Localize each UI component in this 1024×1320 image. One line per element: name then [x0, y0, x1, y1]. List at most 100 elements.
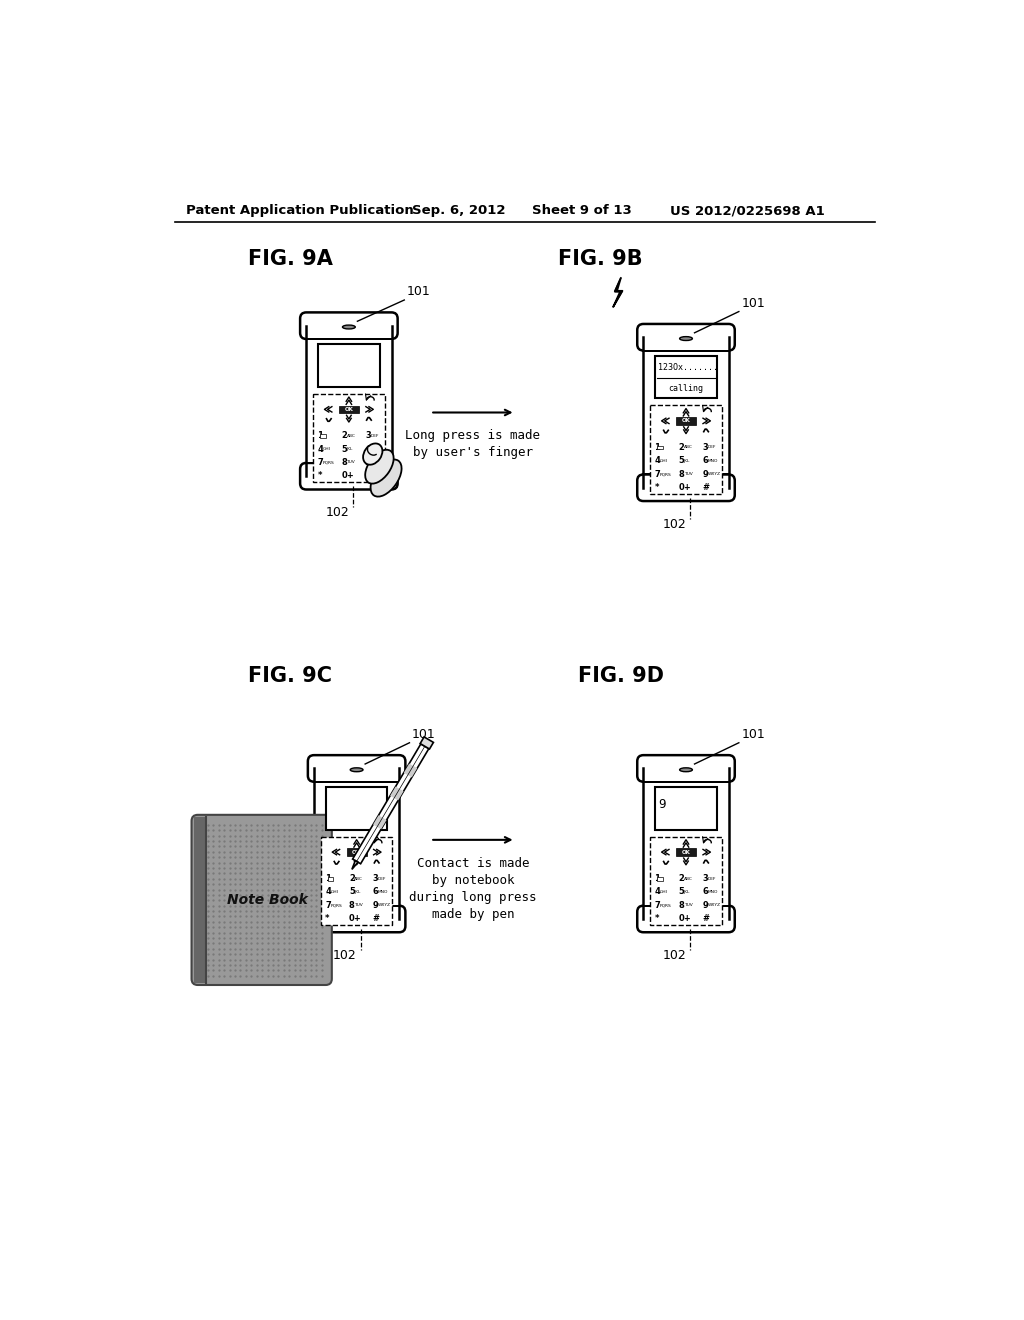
Text: 102: 102 — [663, 517, 686, 531]
Text: JKL: JKL — [346, 447, 353, 451]
Text: DEF: DEF — [708, 876, 716, 880]
Text: 7: 7 — [654, 470, 660, 479]
Text: Sep. 6, 2012: Sep. 6, 2012 — [413, 205, 506, 218]
Bar — [326, 787, 387, 829]
Text: 4: 4 — [325, 887, 331, 896]
Text: ABC: ABC — [684, 445, 692, 450]
Text: *: * — [654, 913, 659, 923]
FancyBboxPatch shape — [637, 474, 735, 502]
Text: 101: 101 — [741, 297, 765, 310]
Text: 5: 5 — [678, 887, 684, 896]
Bar — [643, 334, 729, 474]
Ellipse shape — [342, 325, 355, 329]
Bar — [657, 876, 663, 880]
Text: WXYZ: WXYZ — [371, 461, 383, 465]
FancyBboxPatch shape — [637, 906, 735, 932]
Text: 4: 4 — [654, 887, 660, 896]
Text: 6: 6 — [366, 445, 371, 454]
Ellipse shape — [350, 768, 364, 772]
Text: 101: 101 — [741, 729, 765, 742]
Text: Long press is made
by user's finger: Long press is made by user's finger — [406, 429, 541, 459]
Polygon shape — [390, 787, 403, 800]
Bar — [306, 323, 391, 463]
Text: Contact is made
by notebook
during long press
made by pen: Contact is made by notebook during long … — [410, 857, 537, 921]
Text: 102: 102 — [333, 949, 357, 962]
FancyBboxPatch shape — [308, 906, 406, 932]
Bar — [194, 817, 206, 982]
Text: Note Book: Note Book — [227, 892, 308, 907]
Text: Sheet 9 of 13: Sheet 9 of 13 — [531, 205, 632, 218]
Text: OK: OK — [682, 850, 690, 854]
Text: #: # — [366, 471, 372, 480]
Text: 3: 3 — [366, 432, 371, 441]
Text: FIG. 9A: FIG. 9A — [248, 248, 333, 269]
Text: 3: 3 — [373, 874, 379, 883]
Text: 7: 7 — [325, 900, 331, 909]
Text: 6: 6 — [702, 887, 709, 896]
Text: 0+: 0+ — [678, 913, 691, 923]
Text: 2: 2 — [678, 444, 684, 451]
Text: calling: calling — [669, 384, 703, 392]
Text: WXYZ: WXYZ — [708, 473, 721, 477]
Bar — [643, 768, 729, 919]
Text: 0+: 0+ — [678, 483, 691, 492]
Text: ABC: ABC — [684, 876, 692, 880]
Ellipse shape — [366, 450, 393, 483]
Text: 2: 2 — [349, 874, 355, 883]
Bar — [306, 326, 391, 477]
Bar — [318, 345, 380, 387]
Text: 2: 2 — [341, 432, 347, 441]
Bar — [339, 405, 358, 413]
Text: 102: 102 — [663, 949, 686, 962]
Text: #: # — [702, 913, 710, 923]
Text: 4: 4 — [317, 445, 324, 454]
Text: 0+: 0+ — [349, 913, 361, 923]
Bar — [321, 837, 392, 925]
Text: ABC: ABC — [346, 434, 355, 438]
Text: JKL: JKL — [354, 890, 360, 894]
Text: DEF: DEF — [371, 434, 379, 438]
Text: #: # — [702, 483, 710, 492]
Text: 8: 8 — [349, 900, 354, 909]
Polygon shape — [352, 861, 358, 870]
Ellipse shape — [371, 459, 401, 496]
Ellipse shape — [680, 337, 692, 341]
Text: 7: 7 — [317, 458, 324, 467]
Text: 6: 6 — [373, 887, 379, 896]
Text: 8: 8 — [678, 900, 684, 909]
Text: 2: 2 — [678, 874, 684, 883]
Polygon shape — [420, 737, 433, 748]
Text: ABC: ABC — [354, 876, 364, 880]
Bar — [314, 768, 399, 919]
Polygon shape — [373, 816, 386, 829]
Text: GHI: GHI — [323, 447, 331, 451]
Text: OK: OK — [352, 850, 361, 854]
Text: JKL: JKL — [684, 890, 690, 894]
FancyBboxPatch shape — [637, 755, 735, 781]
FancyBboxPatch shape — [308, 755, 406, 781]
Text: PQRS: PQRS — [659, 473, 672, 477]
Bar — [650, 837, 722, 925]
Text: 101: 101 — [412, 729, 435, 742]
Ellipse shape — [364, 444, 382, 465]
Text: 4: 4 — [654, 457, 660, 465]
Ellipse shape — [680, 768, 692, 772]
Text: 8: 8 — [341, 458, 347, 467]
Text: Patent Application Publication: Patent Application Publication — [186, 205, 414, 218]
Text: 102: 102 — [326, 506, 349, 519]
Text: 1: 1 — [325, 874, 331, 883]
Text: 9: 9 — [373, 900, 379, 909]
Text: FIG. 9B: FIG. 9B — [558, 248, 643, 269]
Text: MNO: MNO — [371, 447, 381, 451]
Text: 101: 101 — [407, 285, 430, 298]
Text: MNO: MNO — [708, 890, 718, 894]
FancyBboxPatch shape — [300, 313, 397, 339]
Text: 1: 1 — [654, 444, 660, 451]
Bar — [314, 766, 399, 906]
Text: FIG. 9D: FIG. 9D — [578, 667, 664, 686]
Polygon shape — [352, 744, 429, 863]
Bar — [657, 446, 663, 449]
FancyBboxPatch shape — [191, 814, 332, 985]
Text: DEF: DEF — [708, 445, 716, 450]
Polygon shape — [403, 763, 417, 777]
